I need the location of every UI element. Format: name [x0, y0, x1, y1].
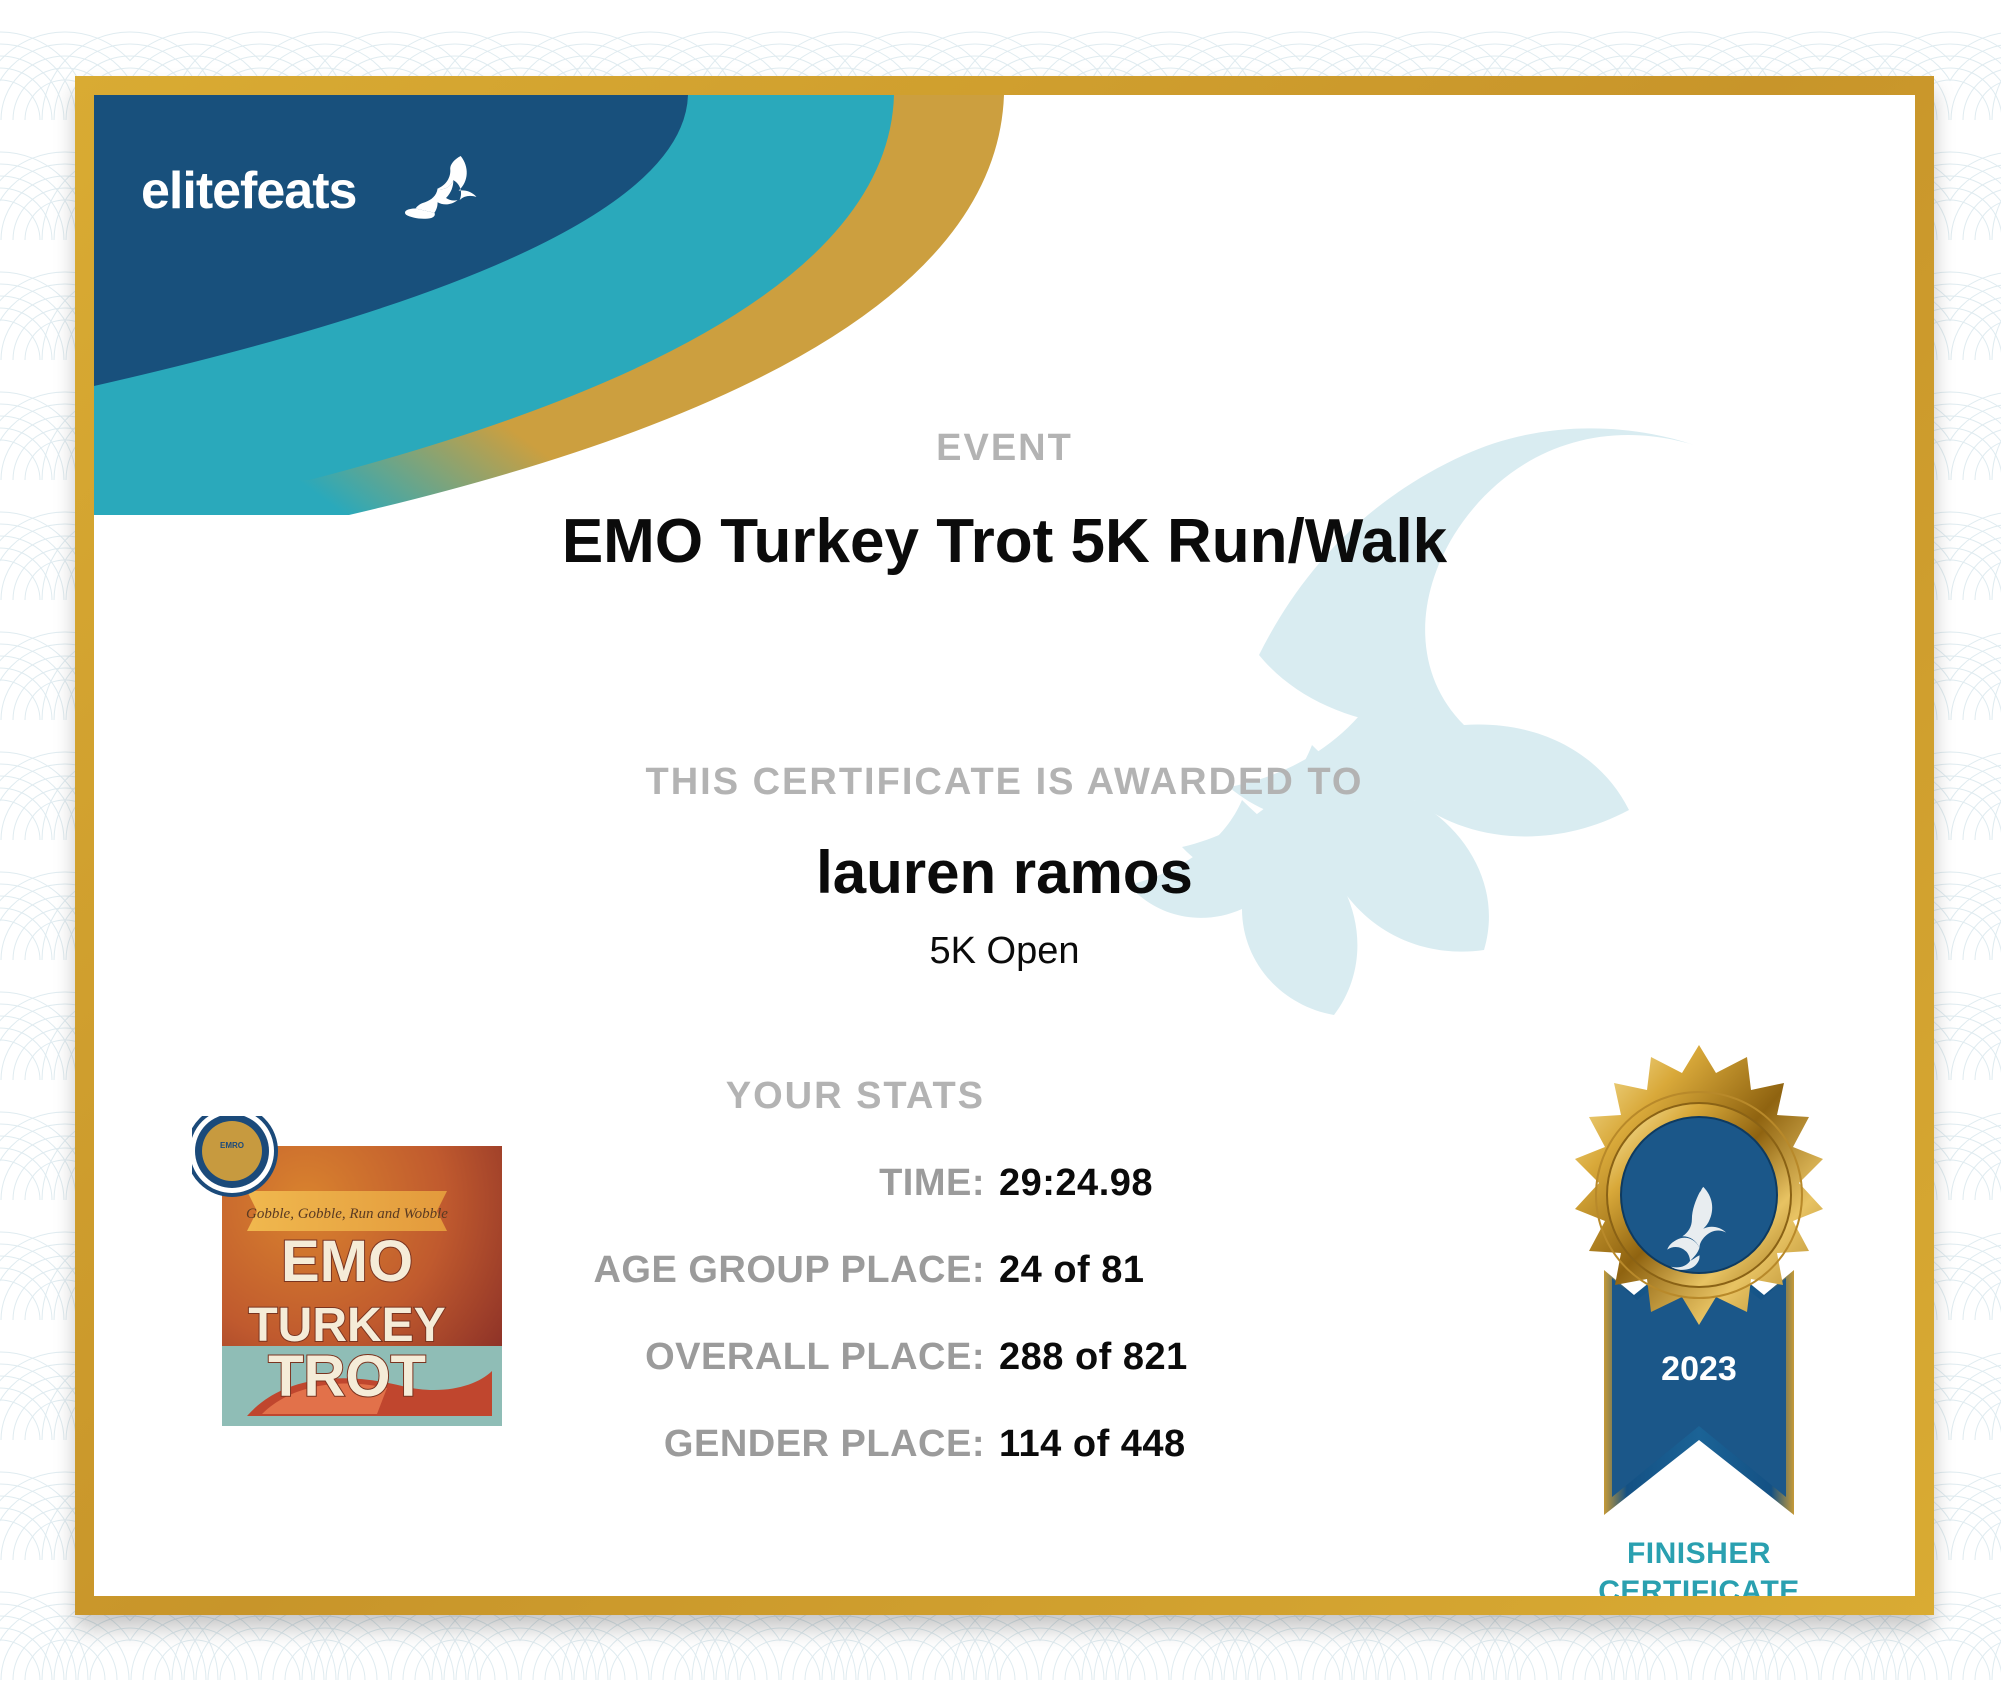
svg-text:EMO: EMO [281, 1229, 413, 1294]
svg-text:2023: 2023 [1661, 1350, 1737, 1388]
svg-text:Gobble, Gobble, Run and Wobble: Gobble, Gobble, Run and Wobble [246, 1206, 448, 1222]
svg-text:elitefeats: elitefeats [141, 162, 356, 220]
svg-text:EMRO: EMRO [220, 1141, 244, 1150]
svg-text:TROT: TROT [268, 1344, 426, 1409]
